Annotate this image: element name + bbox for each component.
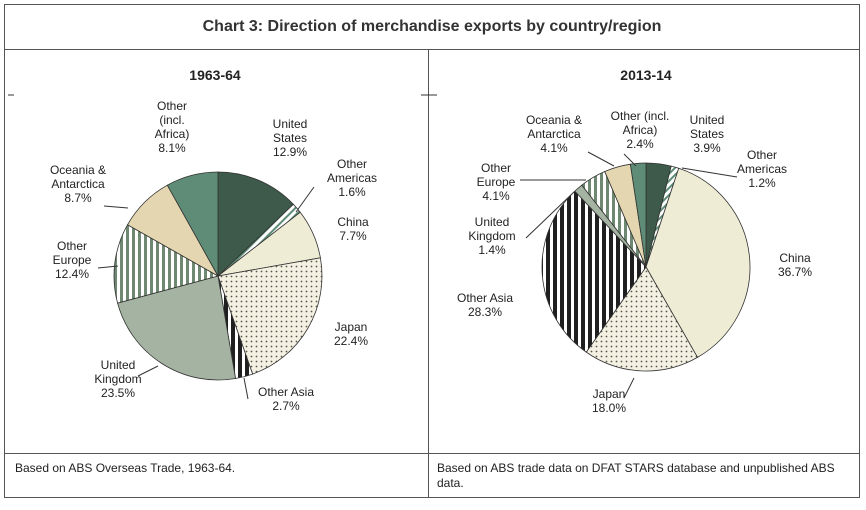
slice-label-china: China 7.7% [337,215,369,243]
slice-label-japan: Japan 22.4% [334,320,368,348]
pie-slice-japan [585,266,699,372]
slice-label-china: China 36.7% [778,251,812,279]
chart-title: Chart 3: Direction of merchandise export… [5,5,859,50]
pie-slice-united-states [217,171,294,277]
pie-slice-other-asia [541,190,647,353]
pie-slice-other-europe [113,224,220,304]
slice-label-other-asia: Other Asia 2.7% [258,385,314,413]
panel-title-right: 2013-14 [620,67,672,83]
slice-label-united-kingdom: United Kingdom 23.5% [94,358,141,400]
footnote-divider [5,453,859,454]
chart-frame: Chart 3: Direction of merchandise export… [4,4,860,498]
slice-label-united-kingdom: United Kingdom 1.4% [468,215,515,257]
slice-label-other-europe: Other Europe 4.1% [477,161,516,203]
leader-line-other-americas [295,186,315,213]
leader-line-other-asia [243,377,249,400]
slice-label-other-europe: Other Europe 12.4% [53,239,92,281]
slice-label-other-americas: Other Americas 1.6% [327,157,377,199]
slice-label-other-asia: Other Asia 28.3% [457,291,513,319]
leader-line-other-europe [97,265,119,269]
leader-line-united-kingdom [525,191,575,239]
leader-line-united-kingdom [137,365,159,377]
pie-slice-other-incl-africa [166,171,219,278]
leader-line-other-incl-africa [623,153,637,167]
pie-slice-japan [217,257,323,375]
slice-label-oceania-antarctica: Oceania & Antarctica 8.7% [50,163,106,205]
slice-label-other-incl-africa: Other (incl. Africa) 2.4% [611,109,670,151]
pie-slice-united-kingdom [117,275,237,381]
slice-label-united-states: United States 12.9% [273,117,308,159]
slice-label-japan: Japan 18.0% [592,387,626,415]
panel-divider [428,49,429,497]
slice-label-other-americas: Other Americas 1.2% [737,148,787,190]
leader-line-oceania-antarctica [587,151,615,167]
slice-label-other-incl-africa: Other (incl. Africa) 8.1% [155,99,190,155]
leader-line-other-americas [681,167,738,178]
pie-slice-china [645,167,751,358]
footnote-left: Based on ABS Overseas Trade, 1963-64. [15,461,236,475]
slice-label-united-states: United States 3.9% [690,113,725,155]
slice-label-oceania-antarctica: Oceania & Antarctica 4.1% [526,113,582,155]
panel-title-left: 1963-64 [189,67,241,83]
footnote-right: Based on ABS trade data on DFAT STARS da… [437,461,835,490]
leader-line-japan [623,377,635,399]
pie-slice-other-incl-africa [629,162,647,268]
leader-line-oceania-antarctica [103,205,129,209]
